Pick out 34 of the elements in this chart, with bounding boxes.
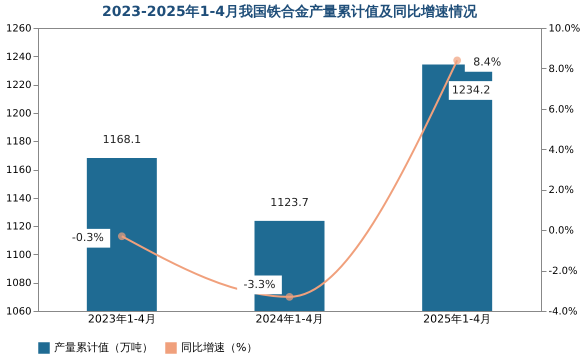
legend-label: 同比增速（%） — [181, 341, 258, 354]
data-label: -3.3% — [244, 278, 276, 291]
legend-label: 产量累计值（万吨） — [54, 341, 153, 354]
data-label: -0.3% — [72, 231, 104, 244]
y-tick-label: 1200 — [6, 108, 32, 120]
y2-tick-label: 0.0% — [548, 226, 574, 237]
y2-tick-label: -4.0% — [548, 306, 578, 318]
y-tick-label: 1080 — [6, 278, 32, 290]
y-tick-label: 1160 — [6, 165, 32, 176]
y-tick-label: 1240 — [6, 52, 32, 63]
x-tick-label: 2025年1-4月 — [423, 312, 492, 326]
y2-tick-label: 2.0% — [548, 185, 574, 196]
data-label: 8.4% — [473, 55, 502, 68]
y2-tick-label: 4.0% — [548, 144, 574, 156]
y-tick-label: 1100 — [6, 250, 32, 261]
data-label: 1123.7 — [270, 196, 309, 209]
y-tick-label: 1140 — [6, 193, 32, 204]
point — [286, 292, 294, 301]
x-tick-label: 2023年1-4月 — [88, 312, 156, 326]
y-tick-label: 1180 — [6, 136, 32, 148]
point — [118, 232, 126, 240]
chart-title: 2023-2025年1-4月我国铁合金产量累计值及同比增速情况 — [102, 3, 478, 20]
y2-tick-label: 10.0% — [548, 24, 580, 34]
y-tick-label: 1260 — [6, 24, 32, 34]
data-label: 1168.1 — [102, 133, 142, 146]
data-label: 1234.2 — [452, 84, 490, 97]
y-tick-label: 1220 — [6, 80, 32, 92]
point — [453, 56, 462, 64]
y-tick-label: 1060 — [6, 306, 32, 318]
y2-tick-label: 6.0% — [548, 104, 574, 116]
y2-tick-label: -2.0% — [548, 266, 578, 278]
y2-tick-label: 8.0% — [548, 64, 574, 75]
x-tick-label: 2024年1-4月 — [256, 312, 324, 326]
y-tick-label: 1120 — [6, 222, 32, 233]
